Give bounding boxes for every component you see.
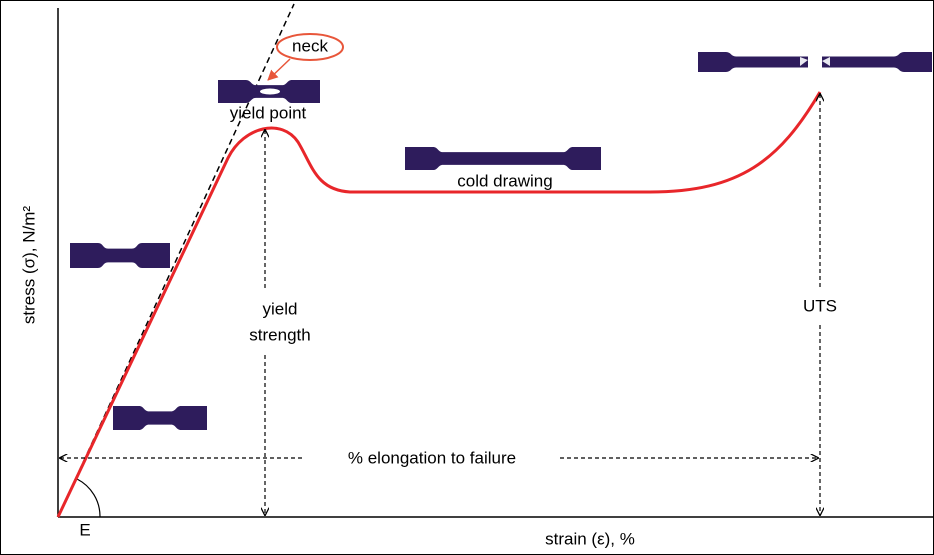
yield-strength-label: yield bbox=[263, 299, 298, 318]
cold-drawing-label: cold drawing bbox=[457, 171, 552, 190]
specimen bbox=[405, 147, 601, 170]
neck-callout bbox=[276, 33, 344, 61]
fracture-edge bbox=[822, 57, 830, 66]
modulus-label: E bbox=[79, 520, 90, 539]
fracture-gap bbox=[808, 48, 822, 76]
yield-point-label: yield point bbox=[230, 103, 307, 122]
fracture-edge bbox=[800, 57, 808, 66]
x-axis-label: strain (ε), % bbox=[545, 529, 635, 548]
yield-strength-label: strength bbox=[249, 325, 310, 344]
modulus-arc bbox=[76, 478, 101, 518]
uts-label: UTS bbox=[803, 296, 837, 315]
neck-arrow bbox=[267, 58, 291, 81]
specimen bbox=[70, 243, 170, 268]
neck-notch bbox=[260, 88, 280, 95]
neck-label: neck bbox=[292, 36, 328, 55]
specimen bbox=[113, 406, 207, 430]
y-axis-label: stress (σ), N/m² bbox=[19, 206, 38, 324]
elongation-label: % elongation to failure bbox=[348, 448, 516, 467]
